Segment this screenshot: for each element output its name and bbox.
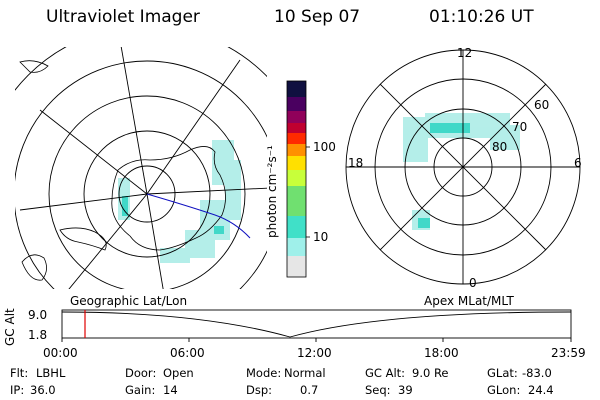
geographic-map <box>15 47 267 289</box>
mode-label: Mode: <box>246 366 282 380</box>
glon-label: GLon: <box>487 383 521 397</box>
left-aurora-bright <box>122 196 224 234</box>
apex-polar-plot <box>345 49 581 285</box>
xtick-1200: 12:00 <box>297 346 332 360</box>
mlt-label-6: 6 <box>574 156 582 170</box>
instrument-title: Ultraviolet Imager <box>46 7 200 27</box>
gcalt-value: 9.0 Re <box>412 366 449 380</box>
door-label: Door: <box>125 366 157 380</box>
coastline-south-america <box>21 254 47 281</box>
filter-value: LBHL <box>36 366 66 380</box>
altitude-plot <box>61 309 572 342</box>
mlt-label-18: 18 <box>348 156 364 170</box>
seq-value: 39 <box>398 383 413 397</box>
left-lon-lines <box>19 47 267 289</box>
right-aurora-bright <box>418 123 470 228</box>
seq-label: Seq: <box>365 383 391 397</box>
mlat-label-60: 60 <box>534 98 550 112</box>
right-map-caption: Apex MLat/MLT <box>424 294 514 308</box>
xtick-1800: 18:00 <box>424 346 459 360</box>
altitude-curve <box>61 311 572 338</box>
altitude-ytick-low: 1.8 <box>28 328 48 342</box>
satellite-track <box>146 193 251 239</box>
mlat-label-80: 80 <box>492 140 508 154</box>
ip-label: IP: <box>10 383 25 397</box>
ip-value: 36.0 <box>30 383 56 397</box>
left-lat-circles <box>15 47 267 289</box>
colorbar-unit: photon cm⁻²s⁻¹ <box>265 145 279 238</box>
gcalt-label: GC Alt: <box>365 366 406 380</box>
date-label: 10 Sep 07 <box>274 7 361 27</box>
dsp-label: Dsp: <box>246 383 273 397</box>
altitude-ylabel: GC Alt <box>3 308 17 346</box>
glon-value: 24.4 <box>528 383 554 397</box>
mode-value: Normal <box>284 366 326 380</box>
dsp-value: 0.7 <box>300 383 319 397</box>
time-label: 01:10:26 UT <box>429 7 534 27</box>
gain-label: Gain: <box>125 383 156 397</box>
coastline-africa <box>19 60 49 73</box>
glat-value: -83.0 <box>522 366 552 380</box>
mlat-label-70: 70 <box>512 120 528 134</box>
xtick-2359: 23:59 <box>551 346 586 360</box>
colorbar <box>286 80 310 278</box>
door-value: Open <box>163 366 194 380</box>
mlt-label-0: 0 <box>469 276 477 290</box>
coastline <box>111 146 226 251</box>
altitude-ytick-high: 9.0 <box>28 308 48 322</box>
mlt-label-12: 12 <box>457 46 473 60</box>
colorbar-tick-10: 10 <box>313 230 329 244</box>
left-map-caption: Geographic Lat/Lon <box>70 294 188 308</box>
coastline-peninsula <box>59 227 107 251</box>
glat-label: GLat: <box>487 366 518 380</box>
xtick-0600: 06:00 <box>170 346 205 360</box>
gain-value: 14 <box>163 383 178 397</box>
colorbar-tick-100: 100 <box>313 140 336 154</box>
xtick-0000: 00:00 <box>43 346 78 360</box>
filter-label: Flt: <box>10 366 29 380</box>
